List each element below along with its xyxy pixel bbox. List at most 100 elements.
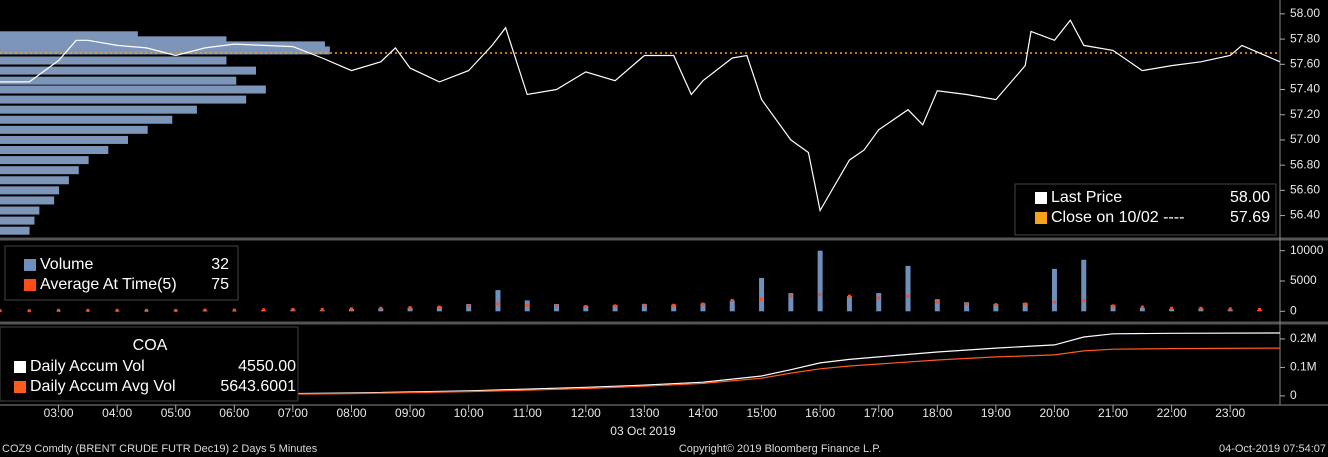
profile-bar <box>0 95 247 104</box>
y-tick-label: 0.2M <box>1290 331 1317 345</box>
legend-swatch <box>14 381 26 393</box>
profile-bar <box>0 146 109 155</box>
average-dot <box>877 296 881 300</box>
y-tick-label: 0.1M <box>1290 360 1317 374</box>
profile-bar <box>0 156 89 165</box>
average-dot <box>789 294 793 298</box>
legend-swatch <box>1035 192 1047 204</box>
footer-left: COZ9 Comdty (BRENT CRUDE FUTR Dec19) 2 D… <box>2 443 318 455</box>
average-dot <box>203 308 207 312</box>
y-tick-label: 5000 <box>1290 273 1317 287</box>
legend-value: 75 <box>211 276 229 293</box>
average-dot <box>379 306 383 310</box>
volume-bar <box>1227 309 1233 312</box>
y-tick-label: 57.20 <box>1290 107 1320 121</box>
profile-bar <box>0 216 35 225</box>
volume-bar <box>700 303 706 312</box>
profile-bar <box>0 41 325 50</box>
volume-bar <box>583 305 589 312</box>
profile-bar <box>0 105 197 114</box>
average-dot <box>115 308 119 312</box>
profile-bar <box>0 176 69 185</box>
average-dot <box>57 308 61 312</box>
profile-bar <box>0 115 173 124</box>
average-dot <box>262 308 266 312</box>
volume-bar <box>554 304 560 312</box>
y-tick-label: 57.60 <box>1290 56 1320 70</box>
x-tick-label: 07:00 <box>278 406 308 420</box>
profile-bar <box>0 125 148 134</box>
legend-swatch <box>24 279 36 291</box>
volume-bar <box>876 293 882 312</box>
profile-bar <box>0 186 60 195</box>
average-dot <box>349 307 353 311</box>
average-dot <box>408 306 412 310</box>
average-dot <box>730 298 734 302</box>
average-dot <box>1111 304 1115 308</box>
volume-bar <box>466 304 472 312</box>
price-line <box>0 332 1281 397</box>
average-dot <box>291 307 295 311</box>
volume-bar <box>759 277 765 312</box>
average-dot <box>437 305 441 309</box>
legend-label: Last Price <box>1051 189 1122 206</box>
average-dot <box>1140 305 1144 309</box>
y-tick-label: 56.80 <box>1290 157 1320 171</box>
average-dot <box>1257 307 1261 311</box>
average-dot <box>965 302 969 306</box>
legend-value: 4550.00 <box>238 358 296 375</box>
volume-bar <box>846 296 852 312</box>
volume-bar <box>1051 268 1057 312</box>
x-tick-label: 17:00 <box>864 406 894 420</box>
average-dot <box>818 292 822 296</box>
y-tick-label: 10000 <box>1290 243 1324 257</box>
average-dot <box>1052 300 1056 304</box>
volume-bar <box>641 304 647 312</box>
legend-swatch <box>24 259 36 271</box>
x-tick-label: 14:00 <box>688 406 718 420</box>
volume-bar <box>934 299 940 312</box>
average-dot <box>584 304 588 308</box>
average-dot <box>232 308 236 312</box>
average-dot <box>906 294 910 298</box>
legend-value: 58.00 <box>1230 189 1270 206</box>
volume-bar <box>993 304 999 312</box>
x-tick-label: 19:00 <box>981 406 1011 420</box>
volume-bar <box>407 307 413 312</box>
legend-label: Daily Accum Vol <box>30 358 145 375</box>
x-tick-label: 20:00 <box>1039 406 1069 420</box>
average-dot <box>1082 298 1086 302</box>
volume-bar <box>1198 308 1204 312</box>
x-tick-label: 08:00 <box>336 406 366 420</box>
x-tick-label: 15:00 <box>747 406 777 420</box>
volume-bar <box>817 250 823 312</box>
x-tick-label: 10:00 <box>454 406 484 420</box>
y-tick-label: 56.60 <box>1290 183 1320 197</box>
legend-value: 5643.6001 <box>220 378 296 395</box>
average-dot <box>613 304 617 308</box>
profile-bar <box>0 85 266 94</box>
average-dot <box>0 309 2 313</box>
profile-bar <box>0 31 138 40</box>
legend-box <box>1014 183 1277 236</box>
y-tick-label: 58.00 <box>1290 6 1320 20</box>
y-tick-label: 56.40 <box>1290 208 1320 222</box>
legend-value: 32 <box>211 256 229 273</box>
legend-swatch <box>14 361 26 373</box>
x-tick-label: 21:00 <box>1098 406 1128 420</box>
x-tick-label: 16:00 <box>805 406 835 420</box>
profile-bar <box>0 135 128 144</box>
y-tick-label: 57.00 <box>1290 132 1320 146</box>
average-dot <box>144 308 148 312</box>
volume-bar <box>1169 308 1175 312</box>
profile-bar <box>0 56 227 65</box>
volume-bar <box>964 302 970 312</box>
average-dot <box>1170 306 1174 310</box>
volume-bar <box>1022 302 1028 312</box>
profile-bar <box>0 66 256 75</box>
x-tick-label: 12:00 <box>571 406 601 420</box>
profile-bar <box>0 36 227 45</box>
legend-title: COA <box>133 337 168 354</box>
x-tick-label: 09:00 <box>395 406 425 420</box>
